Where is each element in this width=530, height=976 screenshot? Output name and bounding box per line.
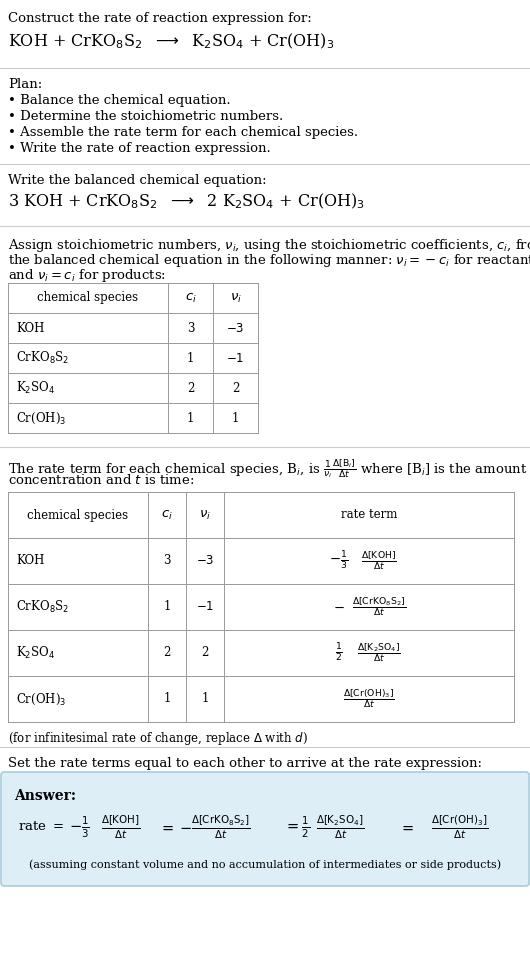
Text: KOH + CrKO$_8$S$_2$  $\longrightarrow$  K$_2$SO$_4$ + Cr(OH)$_3$: KOH + CrKO$_8$S$_2$ $\longrightarrow$ K$… (8, 32, 334, 52)
Text: $-1$: $-1$ (226, 351, 245, 364)
Text: $\frac{\Delta[\mathrm{CrKO_8S_2}]}{\Delta t}$: $\frac{\Delta[\mathrm{CrKO_8S_2}]}{\Delt… (191, 813, 251, 840)
Text: 2: 2 (187, 382, 194, 394)
Text: Write the balanced chemical equation:: Write the balanced chemical equation: (8, 174, 267, 187)
Text: 1: 1 (187, 351, 194, 364)
Text: 3 KOH + CrKO$_8$S$_2$  $\longrightarrow$  2 K$_2$SO$_4$ + Cr(OH)$_3$: 3 KOH + CrKO$_8$S$_2$ $\longrightarrow$ … (8, 192, 365, 212)
Text: $\frac{\Delta[\mathrm{K_2SO_4}]}{\Delta t}$: $\frac{\Delta[\mathrm{K_2SO_4}]}{\Delta … (357, 641, 401, 665)
Text: 1: 1 (163, 600, 171, 614)
Text: the balanced chemical equation in the following manner: $\nu_i = -c_i$ for react: the balanced chemical equation in the fo… (8, 252, 530, 269)
Text: Assign stoichiometric numbers, $\nu_i$, using the stoichiometric coefficients, $: Assign stoichiometric numbers, $\nu_i$, … (8, 237, 530, 254)
Text: $-$: $-$ (333, 600, 345, 614)
Text: $-3$: $-3$ (226, 321, 245, 335)
Text: rate $= $: rate $= $ (18, 821, 64, 834)
Text: (assuming constant volume and no accumulation of intermediates or side products): (assuming constant volume and no accumul… (29, 859, 501, 870)
Text: KOH: KOH (16, 321, 45, 335)
Text: $\frac{\Delta[\mathrm{KOH}]}{\Delta t}$: $\frac{\Delta[\mathrm{KOH}]}{\Delta t}$ (361, 549, 397, 572)
Text: The rate term for each chemical species, B$_i$, is $\frac{1}{\nu_i}\frac{\Delta[: The rate term for each chemical species,… (8, 457, 527, 480)
Text: $c_i$: $c_i$ (161, 508, 173, 521)
Text: 2: 2 (232, 382, 239, 394)
Text: $\frac{\Delta[\mathrm{KOH}]}{\Delta t}$: $\frac{\Delta[\mathrm{KOH}]}{\Delta t}$ (101, 813, 140, 840)
Text: chemical species: chemical species (38, 292, 138, 305)
Text: • Assemble the rate term for each chemical species.: • Assemble the rate term for each chemic… (8, 126, 358, 139)
Text: KOH: KOH (16, 554, 45, 567)
Text: • Write the rate of reaction expression.: • Write the rate of reaction expression. (8, 142, 271, 155)
Text: 2: 2 (201, 646, 209, 660)
Text: Cr(OH)$_3$: Cr(OH)$_3$ (16, 691, 66, 707)
Text: (for infinitesimal rate of change, replace $\Delta$ with $d$): (for infinitesimal rate of change, repla… (8, 730, 308, 747)
Text: 3: 3 (187, 321, 195, 335)
Text: K$_2$SO$_4$: K$_2$SO$_4$ (16, 645, 55, 661)
Text: 1: 1 (201, 693, 209, 706)
Text: $\frac{1}{2}$: $\frac{1}{2}$ (335, 642, 343, 664)
Text: $-\frac{1}{3}$: $-\frac{1}{3}$ (330, 549, 349, 572)
Text: • Determine the stoichiometric numbers.: • Determine the stoichiometric numbers. (8, 110, 283, 123)
Text: $c_i$: $c_i$ (184, 292, 197, 305)
Text: $=$: $=$ (399, 820, 414, 834)
Text: $\frac{\Delta[\mathrm{Cr(OH)_3}]}{\Delta t}$: $\frac{\Delta[\mathrm{Cr(OH)_3}]}{\Delta… (343, 687, 395, 711)
Text: CrKO$_8$S$_2$: CrKO$_8$S$_2$ (16, 350, 69, 366)
Text: Answer:: Answer: (14, 789, 76, 803)
Text: $\frac{\Delta[\mathrm{Cr(OH)_3}]}{\Delta t}$: $\frac{\Delta[\mathrm{Cr(OH)_3}]}{\Delta… (431, 813, 488, 840)
Text: Construct the rate of reaction expression for:: Construct the rate of reaction expressio… (8, 12, 312, 25)
Text: chemical species: chemical species (28, 508, 129, 521)
Text: 1: 1 (187, 412, 194, 425)
Text: $\frac{\Delta[\mathrm{CrKO_8S_2}]}{\Delta t}$: $\frac{\Delta[\mathrm{CrKO_8S_2}]}{\Delt… (352, 595, 406, 619)
Text: $\nu_i$: $\nu_i$ (229, 292, 242, 305)
Text: Set the rate terms equal to each other to arrive at the rate expression:: Set the rate terms equal to each other t… (8, 757, 482, 770)
Text: $-1$: $-1$ (196, 600, 214, 614)
Text: 1: 1 (163, 693, 171, 706)
Text: $-3$: $-3$ (196, 554, 214, 567)
Text: $= -$: $= -$ (159, 820, 192, 834)
Text: $\frac{\Delta[\mathrm{K_2SO_4}]}{\Delta t}$: $\frac{\Delta[\mathrm{K_2SO_4}]}{\Delta … (316, 813, 364, 840)
Text: 1: 1 (232, 412, 239, 425)
Text: $= \frac{1}{2}$: $= \frac{1}{2}$ (284, 814, 311, 839)
Text: Plan:: Plan: (8, 78, 42, 91)
Text: and $\nu_i = c_i$ for products:: and $\nu_i = c_i$ for products: (8, 267, 166, 284)
Text: CrKO$_8$S$_2$: CrKO$_8$S$_2$ (16, 599, 69, 615)
Text: concentration and $t$ is time:: concentration and $t$ is time: (8, 473, 195, 487)
Text: rate term: rate term (341, 508, 397, 521)
Text: $-\frac{1}{3}$: $-\frac{1}{3}$ (69, 814, 90, 839)
Text: • Balance the chemical equation.: • Balance the chemical equation. (8, 94, 231, 107)
Text: K$_2$SO$_4$: K$_2$SO$_4$ (16, 380, 55, 396)
Text: Cr(OH)$_3$: Cr(OH)$_3$ (16, 410, 66, 426)
Text: $\nu_i$: $\nu_i$ (199, 508, 211, 521)
Text: 3: 3 (163, 554, 171, 567)
Text: 2: 2 (163, 646, 171, 660)
FancyBboxPatch shape (1, 772, 529, 886)
